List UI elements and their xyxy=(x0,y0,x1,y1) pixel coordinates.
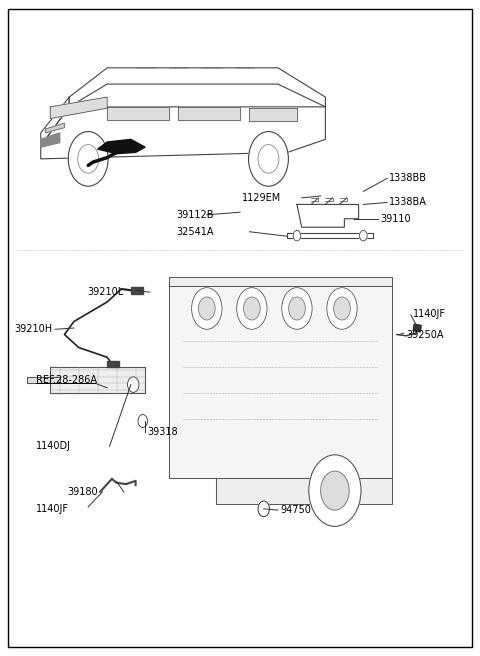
Circle shape xyxy=(258,501,269,517)
Circle shape xyxy=(68,132,108,186)
Text: 1338BB: 1338BB xyxy=(389,173,428,184)
Circle shape xyxy=(327,288,357,329)
Polygon shape xyxy=(250,108,297,121)
Circle shape xyxy=(334,297,350,320)
Text: 39210H: 39210H xyxy=(14,324,53,335)
Text: 1140JF: 1140JF xyxy=(413,309,446,319)
Circle shape xyxy=(192,288,222,329)
Polygon shape xyxy=(169,286,392,478)
Circle shape xyxy=(360,230,367,241)
Text: 1140JF: 1140JF xyxy=(36,504,69,514)
Circle shape xyxy=(198,297,215,320)
Text: 39210L: 39210L xyxy=(87,287,124,297)
Polygon shape xyxy=(288,233,373,238)
Text: 1129EM: 1129EM xyxy=(242,193,282,203)
Polygon shape xyxy=(107,361,119,367)
Polygon shape xyxy=(69,68,325,107)
Polygon shape xyxy=(131,287,143,293)
Polygon shape xyxy=(413,324,421,332)
Polygon shape xyxy=(50,97,107,119)
Circle shape xyxy=(138,415,147,428)
Text: 39110: 39110 xyxy=(380,214,410,224)
Polygon shape xyxy=(41,107,325,159)
Polygon shape xyxy=(216,478,392,504)
Polygon shape xyxy=(97,139,145,154)
Circle shape xyxy=(249,132,288,186)
Text: 1338BA: 1338BA xyxy=(389,197,427,207)
Circle shape xyxy=(293,230,301,241)
Text: REF.28-286A: REF.28-286A xyxy=(36,375,97,385)
Circle shape xyxy=(309,455,361,526)
Polygon shape xyxy=(179,107,240,120)
Text: 32541A: 32541A xyxy=(176,227,214,237)
Circle shape xyxy=(243,297,260,320)
Polygon shape xyxy=(169,277,392,286)
Text: 39112B: 39112B xyxy=(176,210,214,220)
Text: 1140DJ: 1140DJ xyxy=(36,441,71,451)
Polygon shape xyxy=(297,205,359,227)
Polygon shape xyxy=(107,107,169,120)
Text: 94750: 94750 xyxy=(280,505,311,515)
Text: 39318: 39318 xyxy=(147,427,178,437)
Polygon shape xyxy=(46,123,64,133)
Polygon shape xyxy=(50,367,145,393)
Polygon shape xyxy=(41,133,60,147)
Text: 39180: 39180 xyxy=(67,487,97,497)
Circle shape xyxy=(282,288,312,329)
Circle shape xyxy=(288,297,305,320)
Text: 39250A: 39250A xyxy=(406,329,444,340)
Polygon shape xyxy=(26,377,60,383)
Circle shape xyxy=(237,288,267,329)
Circle shape xyxy=(321,471,349,510)
Circle shape xyxy=(128,377,139,392)
Polygon shape xyxy=(41,97,69,146)
